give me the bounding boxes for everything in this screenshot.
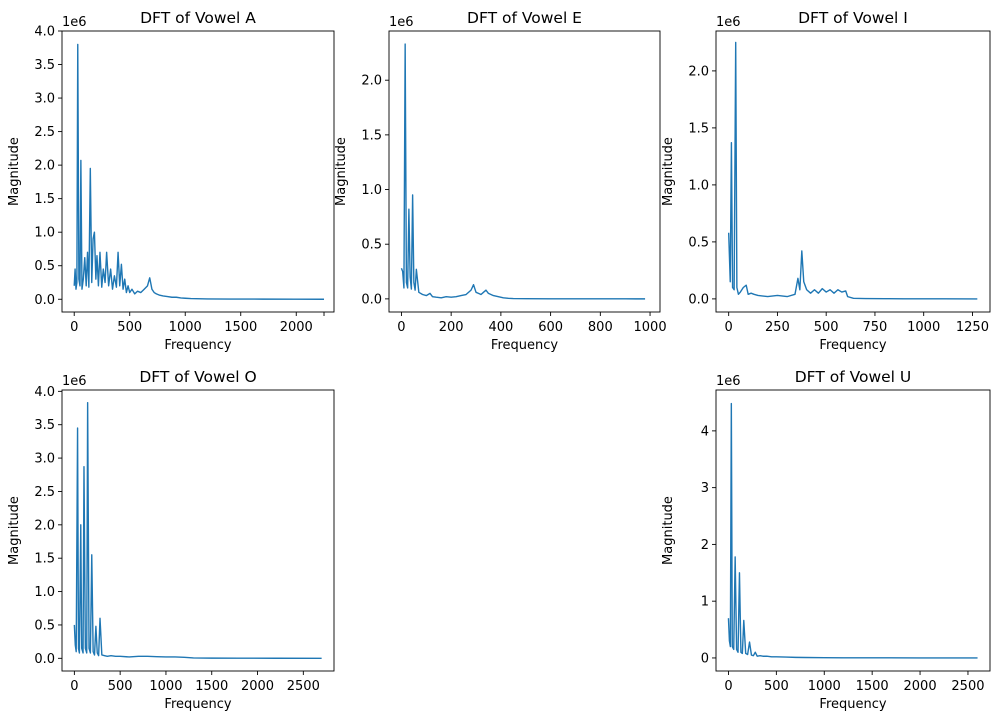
- chart-title: DFT of Vowel U: [795, 368, 912, 386]
- series-line: [727, 402, 978, 659]
- y-tick-label: 1.5: [34, 552, 55, 567]
- y-tick-label: 0.0: [361, 292, 382, 307]
- y-offset-label: 1e6: [716, 374, 741, 389]
- x-tick-label: 1000: [149, 679, 182, 694]
- series-line: [73, 43, 325, 300]
- y-tick-label: 2.0: [34, 159, 55, 174]
- x-tick-label: 500: [117, 320, 142, 335]
- series-line: [73, 401, 322, 660]
- y-tick-label: 4.0: [34, 385, 55, 400]
- y-axis-label: Magnitude: [7, 496, 22, 565]
- y-tick-label: 1.0: [688, 178, 709, 193]
- x-axis-label: Frequency: [491, 338, 558, 353]
- x-tick-label: 1000: [169, 320, 202, 335]
- x-tick-label: 250: [765, 320, 790, 335]
- x-tick-label: 500: [764, 679, 789, 694]
- chart-title: DFT of Vowel O: [139, 368, 256, 386]
- x-tick-label: 800: [588, 320, 613, 335]
- x-tick-label: 2000: [241, 679, 274, 694]
- y-tick-label: 3.5: [34, 58, 55, 73]
- y-tick-label: 3.0: [34, 92, 55, 107]
- x-tick-label: 1500: [856, 679, 889, 694]
- chart-title: DFT of Vowel E: [467, 9, 582, 27]
- x-tick-label: 0: [397, 320, 405, 335]
- subplot-3: 0 250 500 750 1000 1250 0.0 0.5 1.0 1.5 2.0 1e6 DFT …: [661, 9, 991, 353]
- subplot-1: 0 500 1000 1500 2000 0.0 0.5 1.0 1.5 2.0 2.5 3.0 3.5…: [7, 9, 335, 353]
- y-tick-label: 1.5: [361, 128, 382, 143]
- x-tick-label: 200: [439, 320, 464, 335]
- series-line: [727, 41, 978, 300]
- y-tick-label: 1: [701, 595, 709, 610]
- y-tick-label: 1.0: [34, 226, 55, 241]
- y-tick-label: 2.0: [361, 74, 382, 89]
- y-offset-label: 1e6: [716, 15, 741, 30]
- x-tick-label: 600: [538, 320, 563, 335]
- y-axis-label: Magnitude: [661, 496, 676, 565]
- y-tick-label: 0.0: [34, 293, 55, 308]
- y-tick-label: 2: [701, 538, 709, 553]
- y-tick-label: 2.0: [34, 518, 55, 533]
- x-tick-label: 1000: [907, 320, 940, 335]
- y-offset-label: 1e6: [62, 374, 87, 389]
- y-tick-label: 2.0: [688, 64, 709, 79]
- y-tick-label: 0.5: [688, 235, 709, 250]
- x-tick-label: 1250: [956, 320, 989, 335]
- subplot-4: 0 500 1000 1500 2000 2500 0.0 0.5 1.0 1.5 2.0 2.5 3.…: [7, 368, 335, 712]
- y-tick-label: 0.5: [34, 259, 55, 274]
- y-tick-label: 2.5: [34, 125, 55, 140]
- x-tick-label: 2000: [280, 320, 313, 335]
- x-tick-label: 400: [488, 320, 513, 335]
- y-tick-label: 2.5: [34, 485, 55, 500]
- x-tick-label: 500: [108, 679, 133, 694]
- y-axis-label: Magnitude: [7, 137, 22, 206]
- y-offset-label: 1e6: [62, 15, 87, 30]
- y-tick-label: 0.0: [34, 652, 55, 667]
- y-tick-label: 1.0: [34, 585, 55, 600]
- chart-title: DFT of Vowel A: [140, 9, 256, 27]
- y-tick-label: 3: [701, 481, 709, 496]
- y-tick-label: 3.5: [34, 418, 55, 433]
- axes-frame: [715, 389, 991, 672]
- y-tick-label: 4.0: [34, 25, 55, 40]
- x-tick-label: 0: [724, 679, 732, 694]
- x-axis-label: Frequency: [164, 338, 231, 353]
- series-line: [400, 43, 646, 300]
- y-tick-label: 3.0: [34, 452, 55, 467]
- y-tick-label: 0: [701, 651, 709, 666]
- x-tick-label: 750: [863, 320, 888, 335]
- x-tick-label: 0: [70, 320, 78, 335]
- x-tick-label: 1500: [224, 320, 257, 335]
- x-axis-label: Frequency: [819, 697, 886, 712]
- y-tick-label: 1.0: [361, 183, 382, 198]
- x-tick-label: 2000: [904, 679, 937, 694]
- x-tick-label: 1000: [808, 679, 841, 694]
- y-tick-label: 1.5: [34, 192, 55, 207]
- x-tick-label: 2500: [287, 679, 320, 694]
- x-axis-label: Frequency: [164, 697, 231, 712]
- x-tick-label: 2500: [951, 679, 984, 694]
- x-tick-label: 500: [814, 320, 839, 335]
- x-tick-label: 1000: [634, 320, 667, 335]
- x-tick-label: 0: [70, 679, 78, 694]
- y-offset-label: 1e6: [389, 15, 414, 30]
- y-tick-label: 0.5: [361, 238, 382, 253]
- chart-title: DFT of Vowel I: [798, 9, 908, 27]
- y-axis-label: Magnitude: [661, 137, 676, 206]
- x-axis-label: Frequency: [819, 338, 886, 353]
- axes-frame: [388, 30, 661, 313]
- x-tick-label: 1500: [195, 679, 228, 694]
- axes-frame: [715, 30, 991, 313]
- y-axis-label: Magnitude: [334, 137, 349, 206]
- subplot-2: 0 200 400 600 800 1000 0.0 0.5 1.0 1.5 2.0 1e6 DFT o…: [334, 9, 667, 353]
- y-tick-label: 0.0: [688, 292, 709, 307]
- y-tick-label: 4: [701, 424, 709, 439]
- x-tick-label: 0: [725, 320, 733, 335]
- axes-frame: [61, 30, 335, 313]
- y-tick-label: 0.5: [34, 618, 55, 633]
- y-tick-label: 1.5: [688, 121, 709, 136]
- subplot-5: 0 500 1000 1500 2000 2500 0 1 2 3 4 1e6 DFT of Vowel…: [661, 368, 991, 712]
- axes-frame: [61, 389, 335, 672]
